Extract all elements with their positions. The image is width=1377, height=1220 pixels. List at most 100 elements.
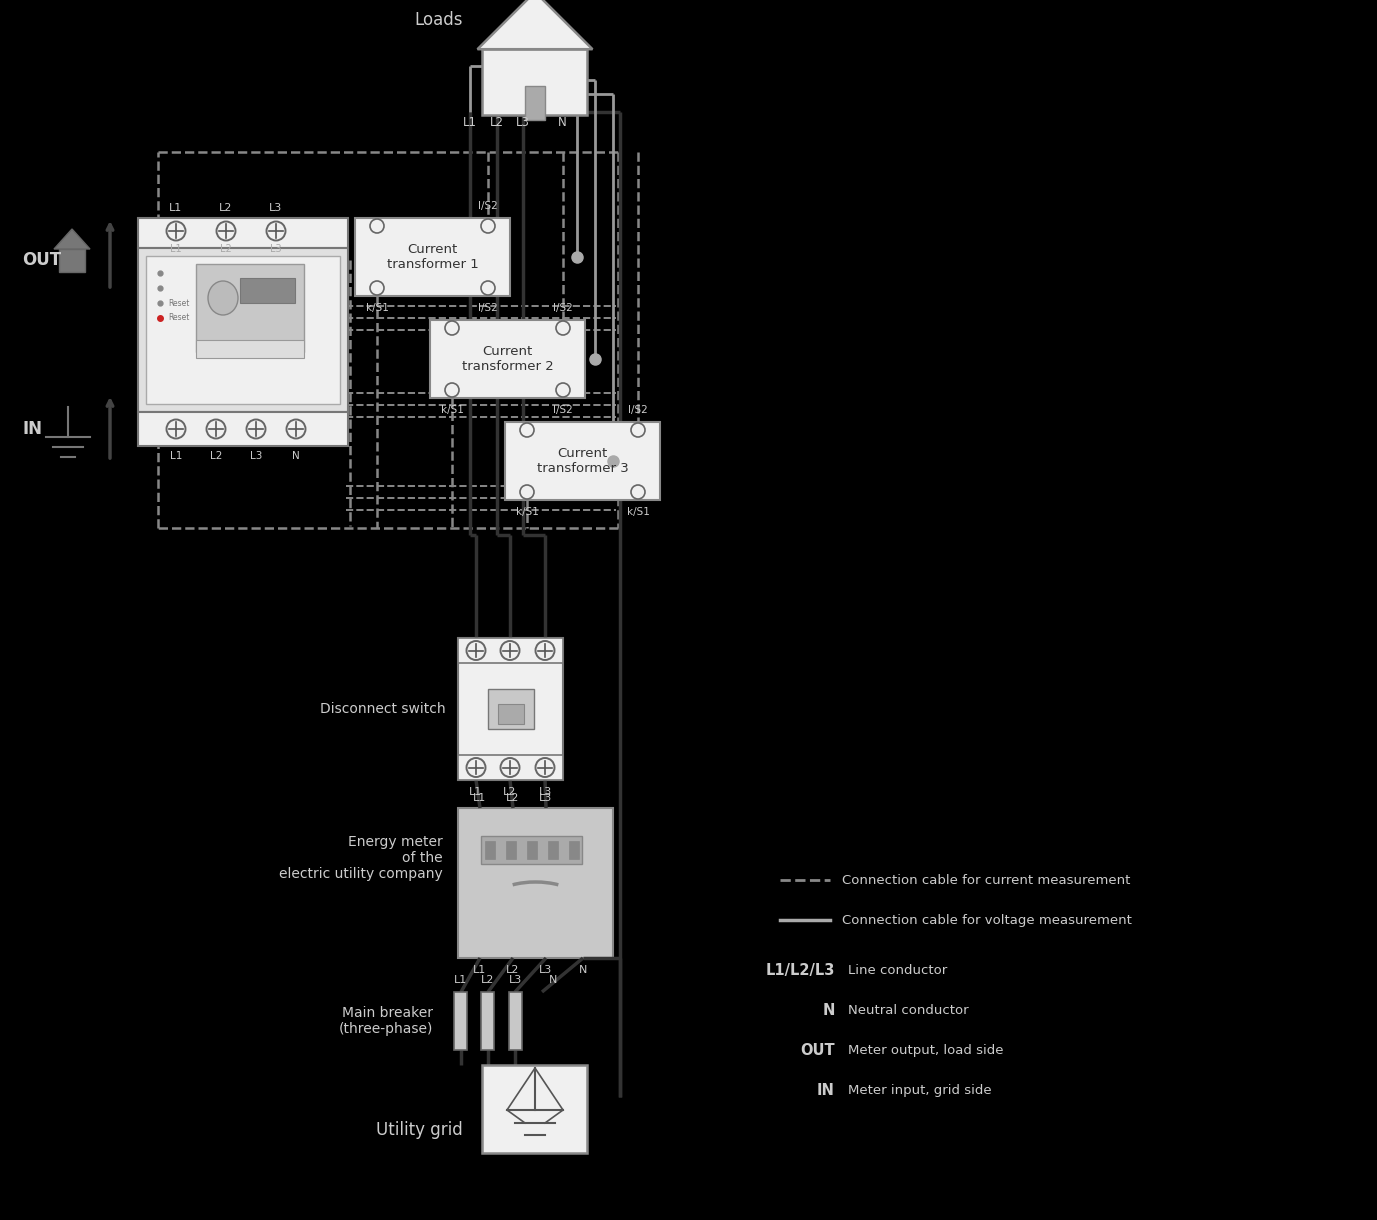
Text: Main breaker
(three-phase): Main breaker (three-phase) xyxy=(339,1006,432,1036)
Text: IN: IN xyxy=(817,1082,834,1098)
Text: Disconnect switch: Disconnect switch xyxy=(321,702,446,716)
Text: k/S1: k/S1 xyxy=(441,405,464,415)
Text: L1: L1 xyxy=(474,965,486,975)
Text: Loads: Loads xyxy=(414,11,463,29)
Text: Current
transformer 2: Current transformer 2 xyxy=(461,345,554,373)
Bar xyxy=(527,841,537,859)
Text: IN: IN xyxy=(22,420,43,438)
Text: L2: L2 xyxy=(219,203,233,214)
Text: N: N xyxy=(578,965,587,975)
Circle shape xyxy=(370,220,384,233)
Text: Neutral conductor: Neutral conductor xyxy=(848,1004,968,1016)
Text: L1: L1 xyxy=(454,975,468,985)
Text: L3: L3 xyxy=(508,975,522,985)
Text: Current
transformer 3: Current transformer 3 xyxy=(537,447,628,475)
Text: N: N xyxy=(558,116,566,128)
Bar xyxy=(459,755,563,780)
Text: L2: L2 xyxy=(507,793,519,803)
Text: k/S1: k/S1 xyxy=(627,508,650,517)
Text: L3: L3 xyxy=(540,793,552,803)
Text: L1: L1 xyxy=(470,787,482,797)
Bar xyxy=(548,841,559,859)
Bar xyxy=(196,340,304,357)
Bar xyxy=(482,992,494,1050)
Circle shape xyxy=(267,222,285,240)
Text: L2: L2 xyxy=(504,787,516,797)
Bar xyxy=(146,256,340,404)
Circle shape xyxy=(467,640,486,660)
Bar xyxy=(240,278,295,303)
Text: N: N xyxy=(549,975,558,985)
Text: L2: L2 xyxy=(482,975,494,985)
Text: OUT: OUT xyxy=(22,251,61,268)
Text: Connection cable for current measurement: Connection cable for current measurement xyxy=(841,874,1131,887)
Text: L1: L1 xyxy=(463,116,476,128)
Polygon shape xyxy=(54,229,90,249)
Text: L2: L2 xyxy=(507,965,519,975)
Text: Current
transformer 1: Current transformer 1 xyxy=(387,243,478,271)
Bar xyxy=(505,422,660,500)
Text: L2: L2 xyxy=(490,116,504,128)
Bar xyxy=(482,49,588,115)
Text: L3: L3 xyxy=(516,116,530,128)
Bar xyxy=(459,638,563,662)
Circle shape xyxy=(167,222,186,240)
Bar xyxy=(196,264,304,353)
Text: Utility grid: Utility grid xyxy=(376,1121,463,1139)
Text: L3: L3 xyxy=(538,787,552,797)
Polygon shape xyxy=(478,0,592,49)
Bar xyxy=(459,808,613,958)
Bar xyxy=(459,638,563,780)
Text: L1: L1 xyxy=(474,793,486,803)
Text: Reset: Reset xyxy=(168,299,190,307)
Circle shape xyxy=(556,321,570,336)
Circle shape xyxy=(500,640,519,660)
Circle shape xyxy=(500,758,519,777)
Text: k/S1: k/S1 xyxy=(365,303,388,314)
Text: L3: L3 xyxy=(270,203,282,214)
Circle shape xyxy=(481,281,494,295)
Text: L1: L1 xyxy=(169,203,183,214)
Text: I/S2: I/S2 xyxy=(478,303,498,314)
Circle shape xyxy=(286,420,306,438)
Text: L1: L1 xyxy=(169,451,182,461)
Bar xyxy=(525,85,545,120)
Circle shape xyxy=(216,222,235,240)
Circle shape xyxy=(370,281,384,295)
Bar xyxy=(138,248,348,412)
Bar xyxy=(138,412,348,447)
Text: I/S2: I/S2 xyxy=(628,405,647,415)
Text: L3: L3 xyxy=(540,965,552,975)
Circle shape xyxy=(467,758,486,777)
Text: L3: L3 xyxy=(249,451,262,461)
Bar xyxy=(138,218,348,248)
Bar xyxy=(355,218,509,296)
Bar xyxy=(497,704,523,723)
Text: Energy meter
of the
electric utility company: Energy meter of the electric utility com… xyxy=(280,834,443,881)
Bar xyxy=(454,992,468,1050)
Bar xyxy=(481,836,582,864)
Ellipse shape xyxy=(208,281,238,315)
Circle shape xyxy=(481,220,494,233)
Bar xyxy=(59,249,85,272)
Bar xyxy=(508,992,522,1050)
Text: I/S2: I/S2 xyxy=(554,303,573,314)
Text: Line conductor: Line conductor xyxy=(848,964,947,976)
Text: I/S2: I/S2 xyxy=(554,405,573,415)
Circle shape xyxy=(521,486,534,499)
Text: L1/L2/L3: L1/L2/L3 xyxy=(766,963,834,977)
Text: N: N xyxy=(292,451,300,461)
Circle shape xyxy=(246,420,266,438)
Bar xyxy=(507,841,516,859)
Circle shape xyxy=(536,758,555,777)
Text: Connection cable for voltage measurement: Connection cable for voltage measurement xyxy=(841,914,1132,926)
Text: N: N xyxy=(822,1003,834,1017)
Text: L1: L1 xyxy=(171,244,182,254)
Circle shape xyxy=(521,423,534,437)
Circle shape xyxy=(536,640,555,660)
Bar xyxy=(430,320,585,398)
Text: L2: L2 xyxy=(220,244,231,254)
Text: L2: L2 xyxy=(209,451,222,461)
Text: Meter input, grid side: Meter input, grid side xyxy=(848,1083,991,1097)
Text: L3: L3 xyxy=(270,244,282,254)
